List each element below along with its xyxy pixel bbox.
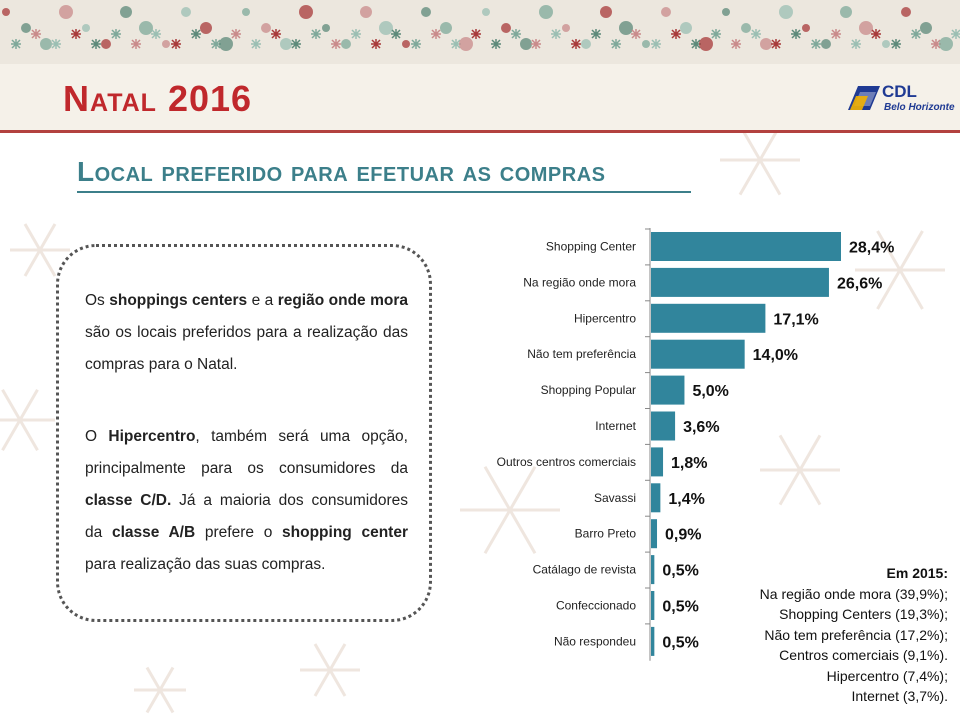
category-label: Internet (595, 419, 636, 433)
bar (651, 591, 655, 620)
category-label: Shopping Center (546, 240, 636, 254)
data-label: 5,0% (692, 383, 728, 400)
slide-subtitle: Local preferido para efetuar as compras (77, 156, 606, 187)
christmas-banner (0, 0, 960, 64)
commentary-text-run: prefere o (195, 524, 283, 541)
cdl-logo: CDL Belo Horizonte (846, 82, 955, 116)
bar (651, 339, 745, 369)
note-2015-heading: Em 2015: (886, 565, 948, 581)
category-label: Barro Preto (575, 527, 637, 541)
commentary-text-run: , também será uma opção, principalmente … (85, 428, 408, 477)
bar (651, 483, 661, 513)
logo-subtitle: Belo Horizonte (884, 102, 955, 113)
data-label: 26,6% (837, 275, 882, 292)
commentary-text-run: classe A/B (111, 524, 196, 541)
commentary-text-run: Os (85, 292, 110, 309)
data-label: 0,9% (665, 527, 701, 544)
data-label: 0,5% (662, 599, 698, 616)
commentary-paragraph-2: O Hipercentro, também será uma opção, pr… (85, 421, 408, 581)
category-label: Não respondeu (554, 634, 636, 648)
snowflake-background-decoration (0, 130, 945, 714)
bar (651, 411, 676, 441)
category-label: Shopping Popular (541, 383, 636, 397)
bar (651, 267, 829, 297)
bar-chart: Shopping Center 28,4% Na região onde mora 2… (497, 228, 894, 661)
bar (651, 447, 664, 477)
data-label: 17,1% (773, 311, 818, 328)
category-label: Outros centros comerciais (497, 455, 636, 469)
category-label: Confeccionado (556, 599, 636, 613)
note-2015-line: Shopping Centers (19,3%); (779, 606, 948, 622)
bar (651, 555, 655, 585)
note-2015-line: Não tem preferência (17,2%); (764, 626, 948, 643)
commentary-text-run: shoppings centers (109, 292, 248, 309)
data-label: 14,0% (753, 347, 798, 364)
note-2015-line: Centros comerciais (9,1%). (779, 647, 948, 663)
commentary-text-run: classe C/D. (85, 492, 172, 509)
title-band (0, 64, 960, 133)
note-2015-line: Internet (3,7%). (851, 688, 949, 704)
commentary-text-run: O (85, 428, 109, 445)
commentary-text-run: shopping center (282, 524, 408, 541)
commentary-paragraph-1: Os shoppings centers e a região onde mor… (85, 285, 408, 381)
subtitle-underline (77, 191, 691, 193)
data-label: 3,6% (683, 419, 719, 436)
bar (651, 626, 655, 656)
note-2015: Em 2015: Na região onde mora (39,9%); Sho… (760, 563, 948, 707)
note-2015-line: Na região onde mora (39,9%); (759, 585, 948, 602)
commentary-text-run: são os locais preferidos para a realizaç… (85, 324, 408, 373)
data-label: 0,5% (662, 634, 698, 651)
category-label: Na região onde mora (523, 275, 636, 289)
commentary-box (56, 244, 432, 622)
data-label: 28,4% (849, 240, 894, 257)
commentary-text-run: Já a maioria dos consumidores da (85, 492, 408, 541)
data-label: 1,8% (671, 455, 707, 472)
category-label: Catálago de revista (533, 563, 637, 577)
cdl-logo-icon (848, 86, 880, 110)
bar (651, 375, 685, 405)
logo-wordmark: CDL (882, 82, 917, 101)
bar (651, 232, 841, 261)
category-label: Não tem preferência (527, 347, 636, 361)
category-label: Savassi (594, 491, 636, 505)
bar (651, 303, 766, 333)
commentary-text-run: região onde mora (277, 292, 408, 309)
commentary-text-run: e a (247, 292, 278, 309)
data-label: 1,4% (668, 491, 704, 508)
commentary-text-run: Hipercentro (108, 428, 196, 445)
note-2015-line: Hipercentro (7,4%); (826, 667, 948, 684)
category-label: Hipercentro (574, 311, 636, 325)
data-label: 0,5% (662, 563, 698, 580)
bar (651, 519, 658, 549)
commentary-text-run: para realização das suas compras. (85, 556, 326, 573)
page-title: Natal 2016 (63, 78, 253, 119)
christmas-pattern-decoration (2, 5, 960, 51)
